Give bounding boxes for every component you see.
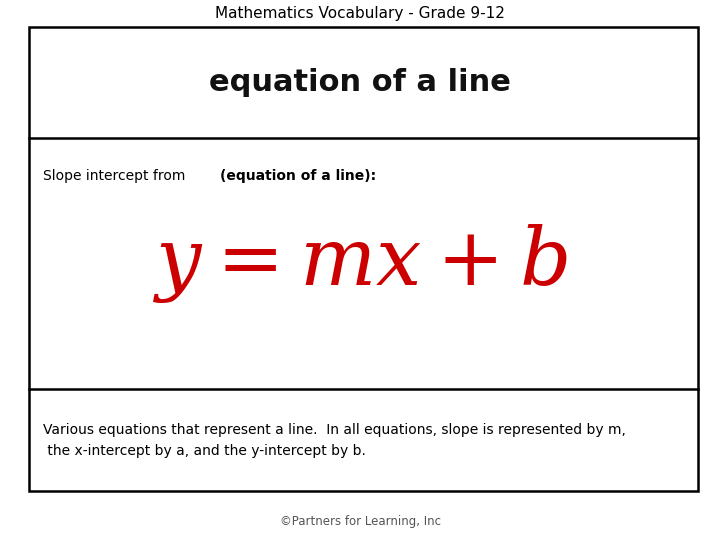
Text: Mathematics Vocabulary - Grade 9-12: Mathematics Vocabulary - Grade 9-12 [215,6,505,21]
Text: Various equations that represent a line.  In all equations, slope is represented: Various equations that represent a line.… [43,423,626,457]
Text: (equation of a line):: (equation of a line): [220,168,376,183]
Text: equation of a line: equation of a line [209,68,511,97]
Text: Slope intercept from: Slope intercept from [43,168,190,183]
Text: ©Partners for Learning, Inc: ©Partners for Learning, Inc [279,515,441,528]
Text: $y = mx + b$: $y = mx + b$ [153,222,567,305]
Bar [29,27,698,491]
